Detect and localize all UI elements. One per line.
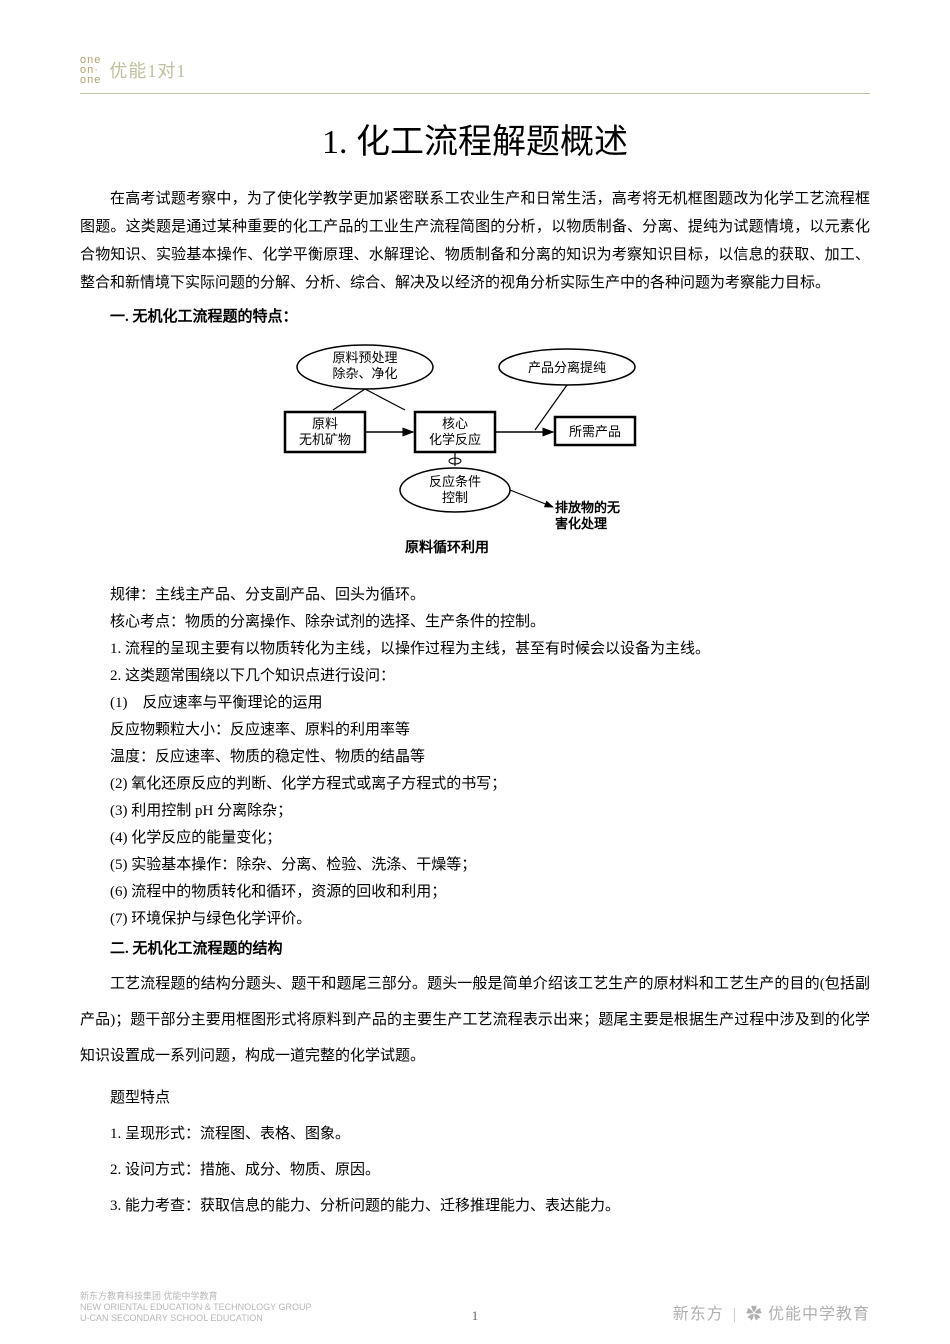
diagram-node-product: 所需产品 bbox=[569, 424, 621, 439]
s1-line: 温度：反应速率、物质的稳定性、物质的结晶等 bbox=[80, 744, 870, 771]
diagram-node-raw-l1: 原料 bbox=[312, 416, 338, 431]
s1-line: (5) 实验基本操作：除杂、分离、检验、洗涤、干燥等； bbox=[80, 852, 870, 879]
section1-content: 规律：主线主产品、分支副产品、回头为循环。 核心考点：物质的分离操作、除杂试剂的… bbox=[80, 582, 870, 933]
header-divider bbox=[80, 93, 870, 94]
diagram-node-raw-l2: 无机矿物 bbox=[299, 432, 351, 447]
logo-brand: 优能1对1 bbox=[109, 57, 186, 83]
footer-right: 新东方 | ✿ 优能中学教育 bbox=[673, 1300, 870, 1324]
s1-line: (6) 流程中的物质转化和循环，资源的回收和利用； bbox=[80, 879, 870, 906]
diagram-node-core-l2: 化学反应 bbox=[429, 432, 481, 447]
footer-left-line2: NEW ORIENTAL EDUCATION & TECHNOLOGY GROU… bbox=[80, 1302, 312, 1313]
page-number: 1 bbox=[472, 1308, 479, 1324]
footer-left: 新东方教育科技集团 优能中学教育 NEW ORIENTAL EDUCATION … bbox=[80, 1291, 312, 1324]
diagram-node-emission-l2: 害化处理 bbox=[555, 516, 607, 531]
intro-paragraph: 在高考试题考察中，为了使化学教学更加紧密联系工农业生产和日常生活，高考将无机框图… bbox=[80, 185, 870, 297]
diagram-node-pretreat-l1: 原料预处理 bbox=[332, 350, 397, 365]
diagram-node-pretreat-l2: 除杂、净化 bbox=[332, 366, 397, 381]
section2-paragraph: 工艺流程题的结构分题头、题干和题尾三部分。题头一般是简单介绍该工艺生产的原材料和… bbox=[80, 966, 870, 1074]
section2-heading: 二. 无机化工流程题的结构 bbox=[80, 937, 870, 958]
footer-brand1: 新东方 bbox=[673, 1306, 724, 1323]
s1-line: (3) 利用控制 pH 分离除杂； bbox=[80, 798, 870, 825]
diagram-node-cond-l2: 控制 bbox=[442, 490, 468, 505]
s1-line: (4) 化学反应的能量变化； bbox=[80, 825, 870, 852]
s1-line: 1. 流程的呈现主要有以物质转化为主线，以操作过程为主线，甚至有时候会以设备为主… bbox=[80, 636, 870, 663]
process-flow-diagram: 原料预处理 除杂、净化 产品分离提纯 原料 无机矿物 核心 化学反应 所需产品 … bbox=[265, 342, 685, 562]
s1-line: (7) 环境保护与绿色化学评价。 bbox=[80, 906, 870, 933]
s2-line: 1. 呈现形式：流程图、表格、图象。 bbox=[80, 1116, 870, 1152]
s2-line: 2. 设问方式：措施、成分、物质、原因。 bbox=[80, 1152, 870, 1188]
footer-left-line3: U-CAN SECONDARY SCHOOL EDUCATION bbox=[80, 1313, 312, 1324]
s1-line: 核心考点：物质的分离操作、除杂试剂的选择、生产条件的控制。 bbox=[80, 609, 870, 636]
s2-line: 3. 能力考查：获取信息的能力、分析问题的能力、迁移推理能力、表达能力。 bbox=[80, 1188, 870, 1224]
s2-line: 题型特点 bbox=[80, 1080, 870, 1116]
header-logo-area: one on· one 优能1对1 bbox=[80, 55, 870, 85]
diagram-node-cond-l1: 反应条件 bbox=[429, 474, 481, 489]
section2-content: 题型特点 1. 呈现形式：流程图、表格、图象。 2. 设问方式：措施、成分、物质… bbox=[80, 1080, 870, 1224]
footer-left-line1: 新东方教育科技集团 优能中学教育 bbox=[80, 1291, 312, 1302]
footer-separator: | bbox=[733, 1306, 737, 1323]
diagram-node-core-l1: 核心 bbox=[442, 416, 468, 431]
page-title: 1. 化工流程解题概述 bbox=[80, 114, 870, 163]
section1-heading: 一. 无机化工流程题的特点： bbox=[80, 305, 870, 326]
diagram-node-emission-l1: 排放物的无 bbox=[555, 500, 620, 515]
s1-line: (2) 氧化还原反应的判断、化学方程式或离子方程式的书写； bbox=[80, 771, 870, 798]
logo-small-text: one on· one bbox=[80, 55, 101, 85]
s1-line: 规律：主线主产品、分支副产品、回头为循环。 bbox=[80, 582, 870, 609]
diagram-node-recycle: 原料循环利用 bbox=[405, 539, 489, 556]
s1-line: 2. 这类题常围绕以下几个知识点进行设问： bbox=[80, 663, 870, 690]
diagram-node-separate: 产品分离提纯 bbox=[528, 360, 606, 375]
logo: one on· one 优能1对1 bbox=[80, 55, 870, 85]
s1-line: 反应物颗粒大小：反应速率、原料的利用率等 bbox=[80, 717, 870, 744]
footer-brand2: 优能中学教育 bbox=[768, 1306, 870, 1323]
s1-line: (1) 反应速率与平衡理论的运用 bbox=[80, 690, 870, 717]
footer-brand-icon: ✿ bbox=[746, 1306, 763, 1323]
